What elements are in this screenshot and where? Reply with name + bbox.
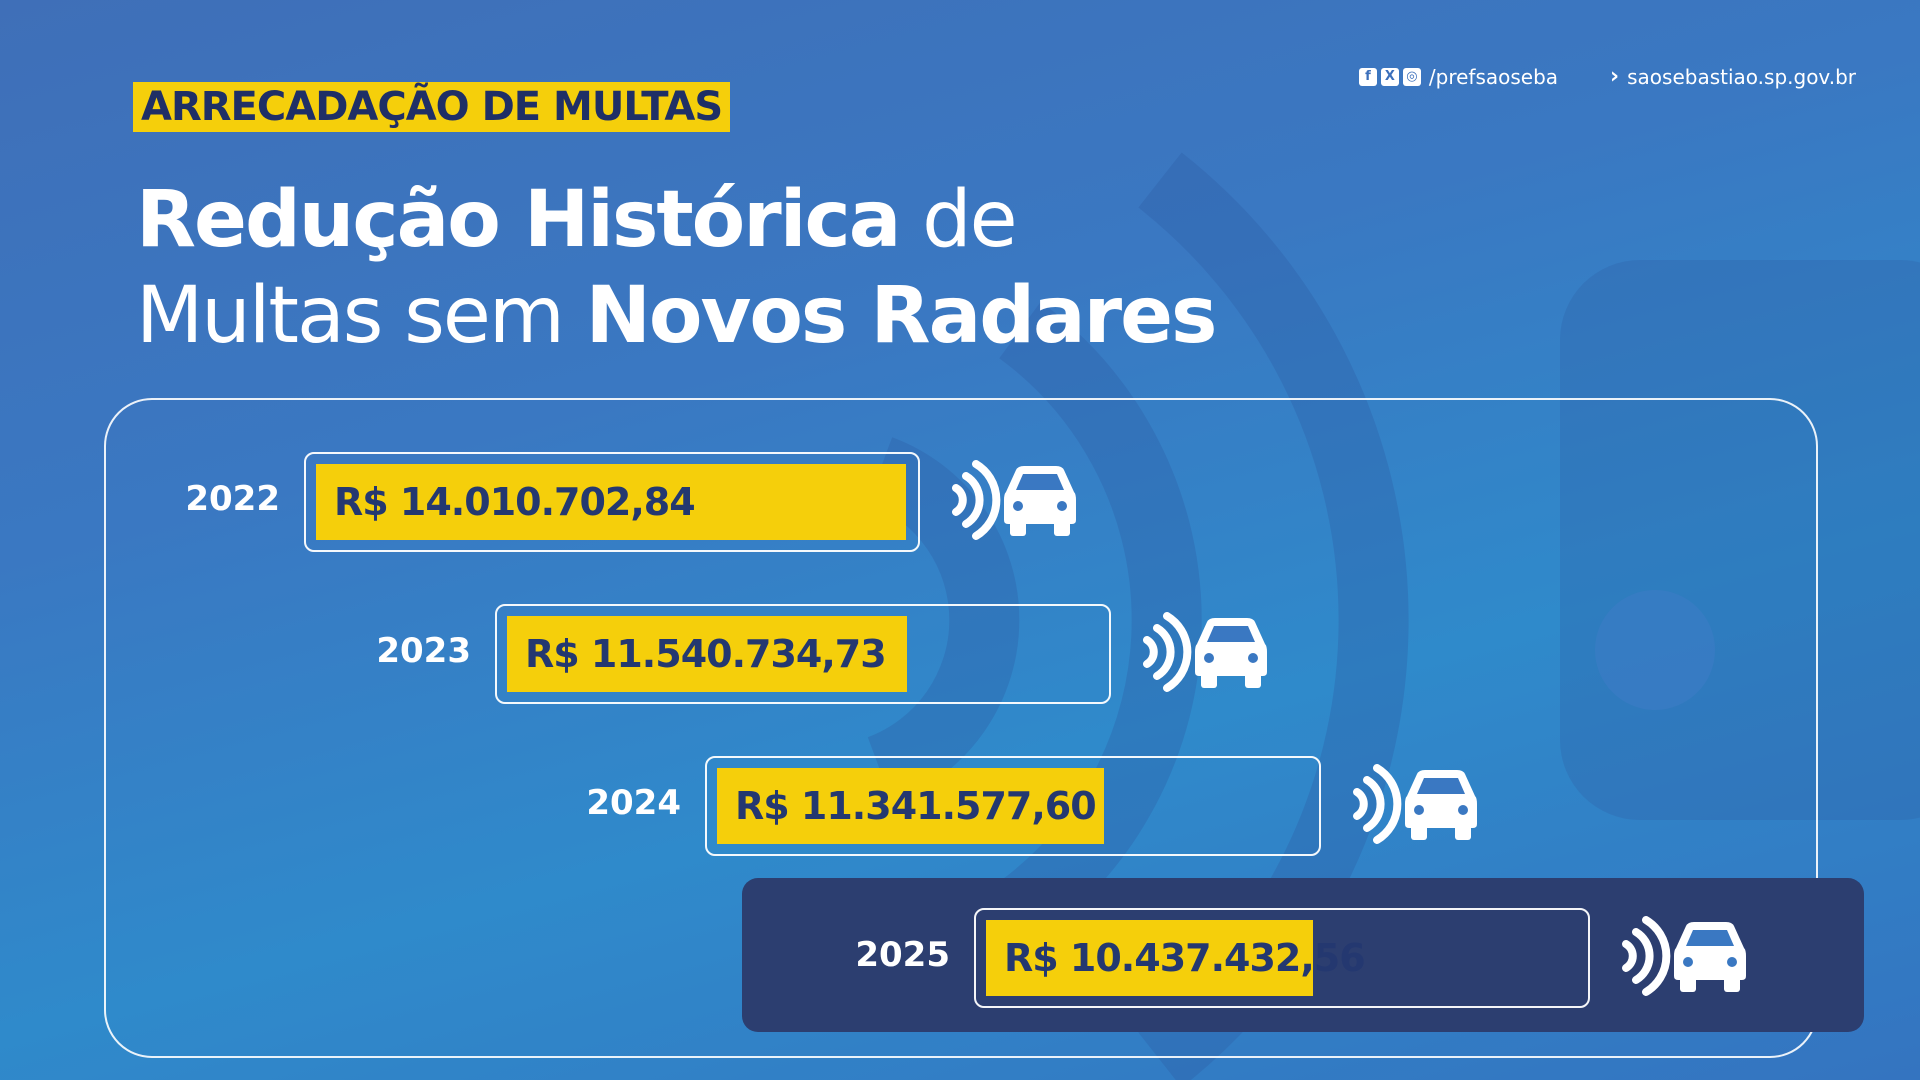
bar-value-2023: R$ 11.540.734,73	[525, 632, 887, 676]
page-title: Redução Histórica de Multas sem Novos Ra…	[136, 172, 1218, 364]
bar-frame-2025: R$ 10.437.432,56	[974, 908, 1590, 1008]
year-label-2022: 2022	[185, 479, 280, 519]
site-link[interactable]: › saosebastiao.sp.gov.br	[1610, 64, 1856, 89]
title-bold-2: Novos Radares	[585, 271, 1218, 361]
bar-value-2025: R$ 10.437.432,56	[1004, 936, 1366, 980]
title-bold-1: Redução Histórica	[136, 175, 901, 265]
bar-value-2022: R$ 14.010.702,84	[334, 480, 696, 524]
radar-car-icon	[1596, 906, 1746, 1006]
bar-2023	[507, 616, 907, 692]
social-group: f X ◎ /prefsaoseba	[1358, 64, 1559, 89]
bar-2024	[717, 768, 1104, 844]
year-label-2023: 2023	[376, 631, 471, 671]
title-line-1: Redução Histórica de	[136, 172, 1215, 268]
instagram-icon[interactable]: ◎	[1402, 67, 1421, 86]
bar-value-2024: R$ 11.341.577,60	[735, 784, 1097, 828]
radar-car-icon	[1117, 602, 1267, 702]
bar-frame-2024: R$ 11.341.577,60	[705, 756, 1321, 856]
bar-2022	[316, 464, 906, 540]
radar-car-icon	[1327, 754, 1477, 854]
radar-car-icon	[926, 450, 1076, 550]
bar-frame-2022: R$ 14.010.702,84	[304, 452, 920, 552]
bar-frame-2023: R$ 11.540.734,73	[495, 604, 1111, 704]
title-line-2: Multas sem Novos Radares	[136, 268, 1218, 364]
x-icon[interactable]: X	[1380, 67, 1399, 86]
year-label-2024: 2024	[586, 783, 681, 823]
site-url[interactable]: saosebastiao.sp.gov.br	[1627, 64, 1856, 89]
chart-panel	[104, 398, 1818, 1058]
social-bar: f X ◎ /prefsaoseba › saosebastiao.sp.gov…	[1358, 64, 1856, 89]
chevron-right-icon: ›	[1610, 64, 1620, 89]
year-label-2025: 2025	[855, 935, 950, 975]
bar-2025	[986, 920, 1313, 996]
facebook-icon[interactable]: f	[1358, 67, 1377, 86]
title-light-1: de	[922, 175, 1017, 265]
social-handle[interactable]: /prefsaoseba	[1428, 64, 1559, 89]
category-tag: ARRECADAÇÃO DE MULTAS	[133, 82, 731, 132]
title-light-2: Multas sem	[136, 271, 565, 361]
